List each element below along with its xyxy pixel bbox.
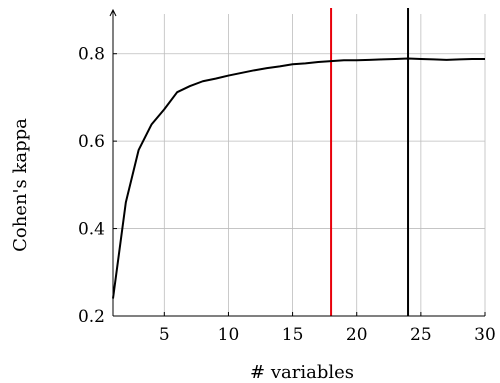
- y-axis-label: Cohen's kappa: [10, 118, 31, 252]
- x-tick-label: 10: [218, 325, 240, 345]
- x-tick-label: 15: [282, 325, 304, 345]
- x-tick-label: 30: [474, 325, 496, 345]
- y-axis-arrow: [109, 8, 117, 17]
- reference-lines: [330, 8, 410, 316]
- x-tick-label: 25: [410, 325, 432, 345]
- y-tick-labels: 0.2 0.4 0.6 0.8: [78, 45, 105, 327]
- series-line: [112, 57, 485, 299]
- x-tick-labels: 5 10 15 20 25 30: [159, 325, 496, 345]
- series-lines: [112, 57, 485, 299]
- y-tick-label: 0.2: [78, 307, 105, 327]
- x-axis-label: # variables: [250, 362, 354, 383]
- y-tick-label: 0.6: [78, 132, 105, 152]
- x-tick-label: 5: [159, 325, 170, 345]
- x-tick-label: 20: [346, 325, 368, 345]
- axes: [109, 8, 486, 317]
- y-tick-label: 0.8: [78, 45, 105, 65]
- y-tick-label: 0.4: [78, 220, 105, 240]
